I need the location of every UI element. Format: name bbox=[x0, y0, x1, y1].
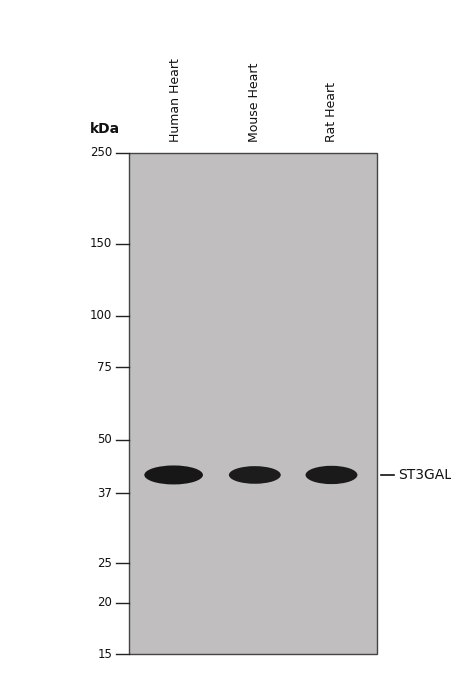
Text: 37: 37 bbox=[97, 487, 112, 500]
Text: 15: 15 bbox=[97, 647, 112, 661]
Text: Human Heart: Human Heart bbox=[170, 58, 182, 142]
Text: 50: 50 bbox=[97, 433, 112, 446]
Text: 250: 250 bbox=[90, 146, 112, 159]
Text: Mouse Heart: Mouse Heart bbox=[249, 63, 261, 142]
Ellipse shape bbox=[306, 466, 358, 484]
Text: Rat Heart: Rat Heart bbox=[325, 83, 338, 142]
Ellipse shape bbox=[144, 466, 203, 485]
Bar bbox=[129, 153, 377, 654]
Ellipse shape bbox=[229, 466, 281, 484]
Text: 25: 25 bbox=[97, 557, 112, 570]
Text: 150: 150 bbox=[90, 237, 112, 250]
Text: 100: 100 bbox=[90, 309, 112, 323]
Text: ST3GAL2: ST3GAL2 bbox=[398, 468, 451, 482]
Text: 20: 20 bbox=[97, 597, 112, 610]
Text: kDa: kDa bbox=[90, 122, 120, 136]
Text: 75: 75 bbox=[97, 361, 112, 374]
